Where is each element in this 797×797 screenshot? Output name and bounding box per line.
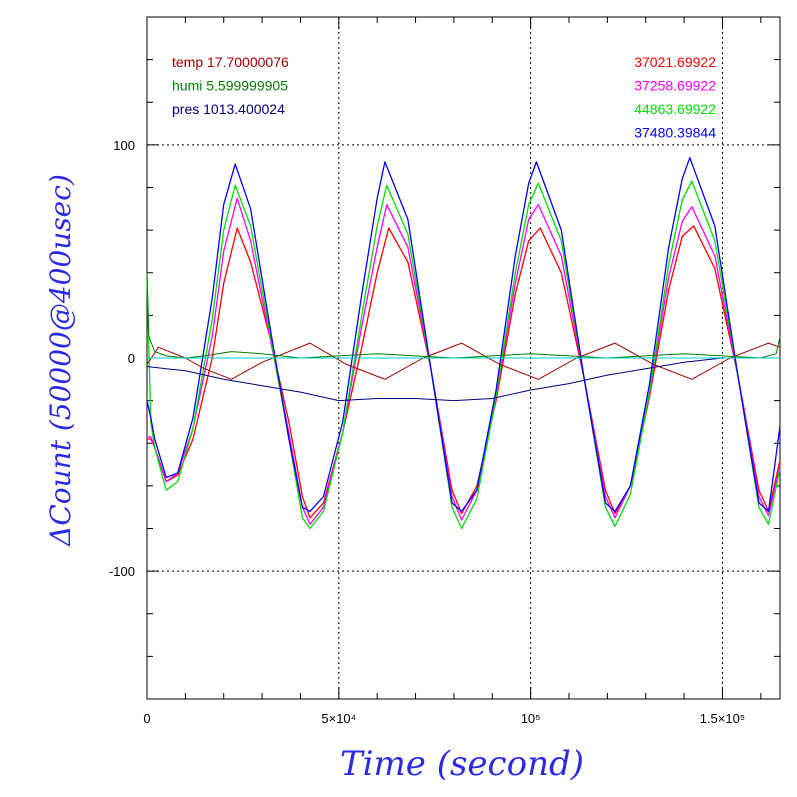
axis-ticks [147,17,780,699]
legend-left-entry: humi 5.599999905 [172,78,288,94]
x-axis-title: Time (second) [340,744,584,784]
legend-right-entry: 37021.69922 [634,54,716,70]
x-tick-label: 5×10⁴ [321,711,356,726]
legend-left-entry: pres 1013.400024 [172,101,285,117]
y-tick-label: 100 [113,138,135,153]
x-tick-label: 0 [143,711,150,726]
y-tick-label: 0 [128,351,135,366]
legend-right-entry: 37258.69922 [634,78,716,94]
series-line-3 [146,157,781,513]
y-axis-title: ΔCount (50000@400usec) [44,174,77,547]
series-layer [146,157,781,530]
y-tick-label: -100 [109,564,135,579]
legend-right-entry: 37480.39844 [634,125,716,141]
tick-labels: 0 5×10⁴ 10⁵ 1.5×10⁵ 100 0 -100 [109,138,745,726]
legend-right-entry: 44863.69922 [634,101,716,117]
x-tick-label: 10⁵ [521,711,541,726]
legend-left-entry: temp 17.70000076 [172,54,289,70]
series-line-5 [146,272,781,359]
series-line-6 [146,357,780,402]
x-tick-label: 1.5×10⁵ [700,711,746,726]
legend: temp 17.70000076 humi 5.599999905 pres 101… [172,54,716,141]
series-line-4 [146,342,781,380]
